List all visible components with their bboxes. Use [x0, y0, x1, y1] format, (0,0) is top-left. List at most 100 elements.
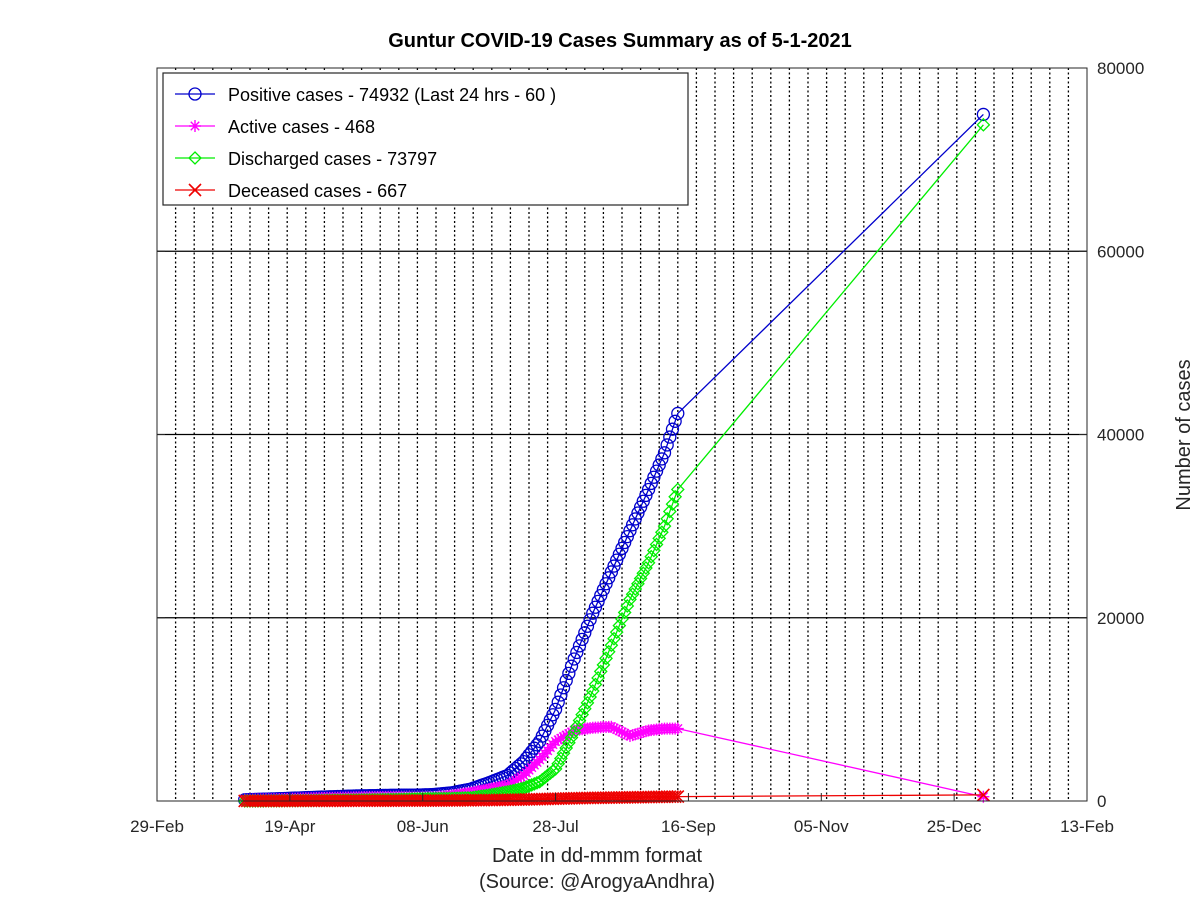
data-point — [556, 746, 571, 761]
x-axis-source-label: (Source: @ArogyaAndhra) — [479, 871, 715, 893]
legend-marker — [188, 183, 202, 197]
y-tick-label: 0 — [1097, 792, 1106, 811]
data-point — [663, 430, 677, 444]
chart-title: Guntur COVID-19 Cases Summary as of 5-1-… — [388, 30, 852, 52]
data-point — [560, 729, 573, 742]
data-point — [671, 722, 684, 735]
data-point — [570, 645, 584, 660]
legend-label: Positive cases - 74932 (Last 24 hrs - 60… — [228, 85, 556, 105]
data-point — [561, 735, 576, 750]
data-point — [608, 722, 621, 735]
legend-marker — [189, 120, 201, 132]
data-point — [641, 482, 656, 497]
data-point — [548, 702, 563, 717]
data-point — [583, 613, 597, 627]
data-point — [628, 582, 643, 596]
data-point — [599, 577, 613, 591]
data-point — [607, 559, 621, 573]
legend-label: Discharged cases - 73797 — [228, 149, 437, 169]
data-point — [551, 695, 565, 709]
data-point — [554, 732, 567, 745]
legend-box — [162, 72, 689, 206]
data-point — [647, 470, 661, 484]
data-point — [625, 518, 640, 532]
x-axis-label: Date in dd-mmm format — [492, 845, 702, 867]
data-point — [615, 541, 629, 556]
data-point — [572, 639, 587, 653]
y-tick-label: 40000 — [1097, 426, 1144, 445]
y-tick-label: 60000 — [1097, 242, 1144, 261]
data-point — [668, 414, 682, 428]
data-point — [564, 730, 579, 745]
data-point — [612, 547, 626, 561]
x-tick-label: 08-Jun — [397, 817, 449, 836]
legend: Positive cases - 74932 (Last 24 hrs - 60… — [162, 72, 689, 206]
legend-item: Active cases - 468 — [175, 117, 375, 137]
data-point — [613, 724, 626, 737]
data-point — [564, 659, 579, 673]
data-point — [567, 652, 581, 666]
data-point — [665, 422, 680, 436]
y-tick-label: 80000 — [1097, 59, 1144, 78]
data-point — [636, 566, 651, 581]
data-point — [631, 727, 644, 740]
plot-series — [237, 107, 991, 808]
data-point — [556, 681, 571, 695]
data-point — [610, 723, 623, 736]
data-point — [634, 726, 647, 739]
data-point — [633, 500, 648, 514]
legend-item: Positive cases - 74932 (Last 24 hrs - 60… — [175, 85, 556, 105]
axis-ticks: 0 20000 40000 60000 80000 29-Feb 19-Apr 08-Jun 2… — [130, 59, 1144, 836]
data-point — [549, 735, 562, 748]
data-point — [559, 673, 573, 688]
x-tick-label: 28-Jul — [532, 817, 578, 836]
data-point — [644, 476, 658, 491]
data-point — [671, 406, 685, 421]
data-point — [639, 488, 653, 503]
data-point — [580, 619, 595, 633]
x-tick-label: 19-Apr — [264, 817, 315, 836]
data-point — [530, 775, 544, 790]
data-point — [977, 790, 990, 803]
data-point — [559, 741, 574, 755]
data-point — [596, 582, 611, 597]
data-point — [655, 452, 669, 466]
data-point — [618, 535, 632, 550]
data-point — [629, 728, 642, 741]
legend-item: Discharged cases - 73797 — [175, 149, 437, 169]
data-point — [628, 512, 642, 526]
x-tick-label: 29-Feb — [130, 817, 184, 836]
data-point — [602, 571, 616, 585]
y-axis-label: Number of cases — [1173, 359, 1195, 510]
data-point — [605, 720, 618, 733]
data-point — [551, 756, 566, 771]
data-point — [552, 733, 565, 746]
data-point — [553, 751, 568, 766]
data-point — [636, 494, 650, 508]
data-point — [548, 762, 563, 776]
data-point — [578, 626, 592, 640]
data-point — [631, 506, 645, 520]
data-point — [623, 524, 637, 538]
data-point — [657, 446, 672, 460]
data-point — [652, 458, 666, 472]
data-point — [625, 587, 640, 602]
x-tick-label: 13-Feb — [1060, 817, 1114, 836]
data-point — [626, 729, 639, 742]
data-point — [591, 594, 605, 609]
legend-marker — [188, 87, 202, 101]
data-point — [616, 726, 628, 739]
legend-item: Deceased cases - 667 — [175, 181, 407, 201]
data-point — [639, 725, 652, 738]
data-point — [976, 107, 991, 122]
data-point — [623, 592, 637, 607]
data-point — [620, 529, 634, 544]
data-point — [637, 726, 650, 739]
x-tick-label: 16-Sep — [661, 817, 716, 836]
data-point — [633, 571, 648, 586]
data-point — [562, 666, 576, 681]
data-point — [660, 438, 674, 452]
data-point — [670, 482, 685, 497]
data-point — [575, 632, 589, 646]
data-point — [594, 588, 608, 603]
